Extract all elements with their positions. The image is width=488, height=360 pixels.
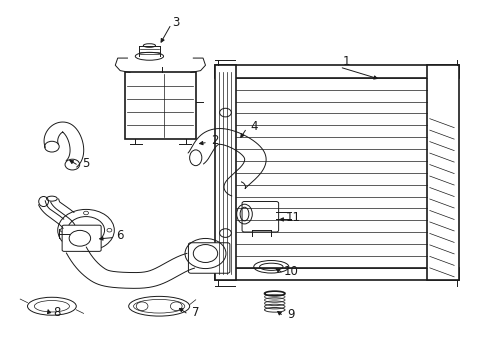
Text: 5: 5 [82, 157, 89, 170]
FancyBboxPatch shape [427, 65, 458, 280]
Text: 2: 2 [211, 134, 219, 147]
Text: 10: 10 [283, 265, 298, 278]
Text: 4: 4 [250, 120, 258, 133]
FancyBboxPatch shape [215, 65, 235, 280]
Text: 9: 9 [286, 308, 294, 321]
FancyBboxPatch shape [188, 243, 229, 273]
FancyBboxPatch shape [125, 72, 195, 139]
FancyBboxPatch shape [62, 225, 101, 251]
Text: 8: 8 [53, 306, 61, 319]
Text: 11: 11 [285, 211, 300, 224]
Text: 1: 1 [343, 55, 350, 68]
FancyBboxPatch shape [242, 202, 278, 232]
Text: 6: 6 [116, 229, 123, 242]
Text: 3: 3 [172, 16, 180, 29]
FancyBboxPatch shape [215, 268, 458, 280]
Text: 7: 7 [192, 306, 199, 319]
FancyBboxPatch shape [215, 65, 458, 78]
